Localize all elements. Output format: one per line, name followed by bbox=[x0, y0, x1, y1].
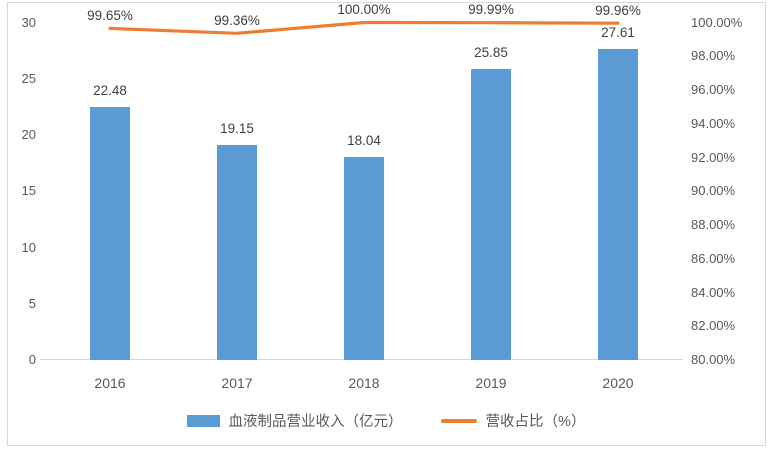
y-right-tick-label: 82.00% bbox=[691, 318, 736, 334]
x-axis-tick-label: 2019 bbox=[475, 375, 507, 391]
y-left-tick-label: 5 bbox=[28, 295, 36, 311]
y-right-tick-label: 100.00% bbox=[691, 14, 743, 30]
legend-bar-label: 血液制品营业收入（亿元） bbox=[228, 414, 403, 430]
y-right-tick-label: 98.00% bbox=[691, 48, 736, 64]
bar-2018 bbox=[344, 157, 384, 360]
y-right-tick-label: 94.00% bbox=[691, 115, 736, 131]
legend-item-line-series: 营收占比（%） bbox=[440, 410, 586, 431]
bar-2016 bbox=[90, 107, 130, 360]
y-right-tick-label: 96.00% bbox=[691, 82, 736, 97]
line-value-label: 99.65% bbox=[87, 7, 133, 23]
legend-line-label: 营收占比（%） bbox=[485, 414, 586, 430]
y-left-tick-label: 0 bbox=[28, 352, 36, 367]
line-series-swatch-icon bbox=[440, 418, 477, 423]
bar-value-label: 25.85 bbox=[474, 45, 508, 61]
y-right-tick-label: 92.00% bbox=[691, 149, 736, 165]
y-right-tick-label: 90.00% bbox=[691, 183, 736, 199]
y-left-tick-label: 20 bbox=[21, 127, 36, 142]
line-value-label: 100.00% bbox=[337, 2, 391, 17]
legend-item-bar-series: 血液制品营业收入（亿元） bbox=[186, 410, 403, 431]
y-right-tick-label: 88.00% bbox=[691, 217, 736, 232]
x-axis-tick-label: 2020 bbox=[602, 375, 634, 391]
bar-2017 bbox=[217, 144, 257, 360]
bar-2019 bbox=[471, 69, 511, 360]
y-left-tick-label: 10 bbox=[21, 239, 36, 255]
x-axis-tick-label: 2016 bbox=[94, 375, 126, 391]
bar-value-label: 19.15 bbox=[220, 120, 254, 136]
line-series-path bbox=[108, 20, 620, 35]
line-value-label: 99.36% bbox=[214, 12, 260, 28]
bar-series-swatch-icon bbox=[186, 414, 220, 427]
line-value-label: 99.99% bbox=[468, 2, 514, 18]
bar-value-label: 27.61 bbox=[601, 25, 635, 41]
y-left-tick-label: 30 bbox=[21, 14, 36, 30]
y-left-tick-label: 25 bbox=[21, 70, 36, 86]
line-value-label: 99.96% bbox=[595, 2, 641, 18]
bar-value-label: 22.48 bbox=[93, 83, 127, 99]
y-right-tick-label: 80.00% bbox=[691, 352, 736, 367]
x-axis-tick-label: 2018 bbox=[348, 375, 380, 391]
y-right-tick-label: 84.00% bbox=[691, 284, 736, 300]
y-left-tick-label: 15 bbox=[21, 183, 36, 199]
legend: 血液制品营业收入（亿元） 营收占比（%） bbox=[0, 410, 772, 431]
y-right-tick-label: 86.00% bbox=[691, 250, 736, 266]
bar-value-label: 18.04 bbox=[347, 133, 381, 149]
bar-2020 bbox=[598, 49, 638, 360]
x-axis-tick-label: 2017 bbox=[221, 375, 253, 391]
